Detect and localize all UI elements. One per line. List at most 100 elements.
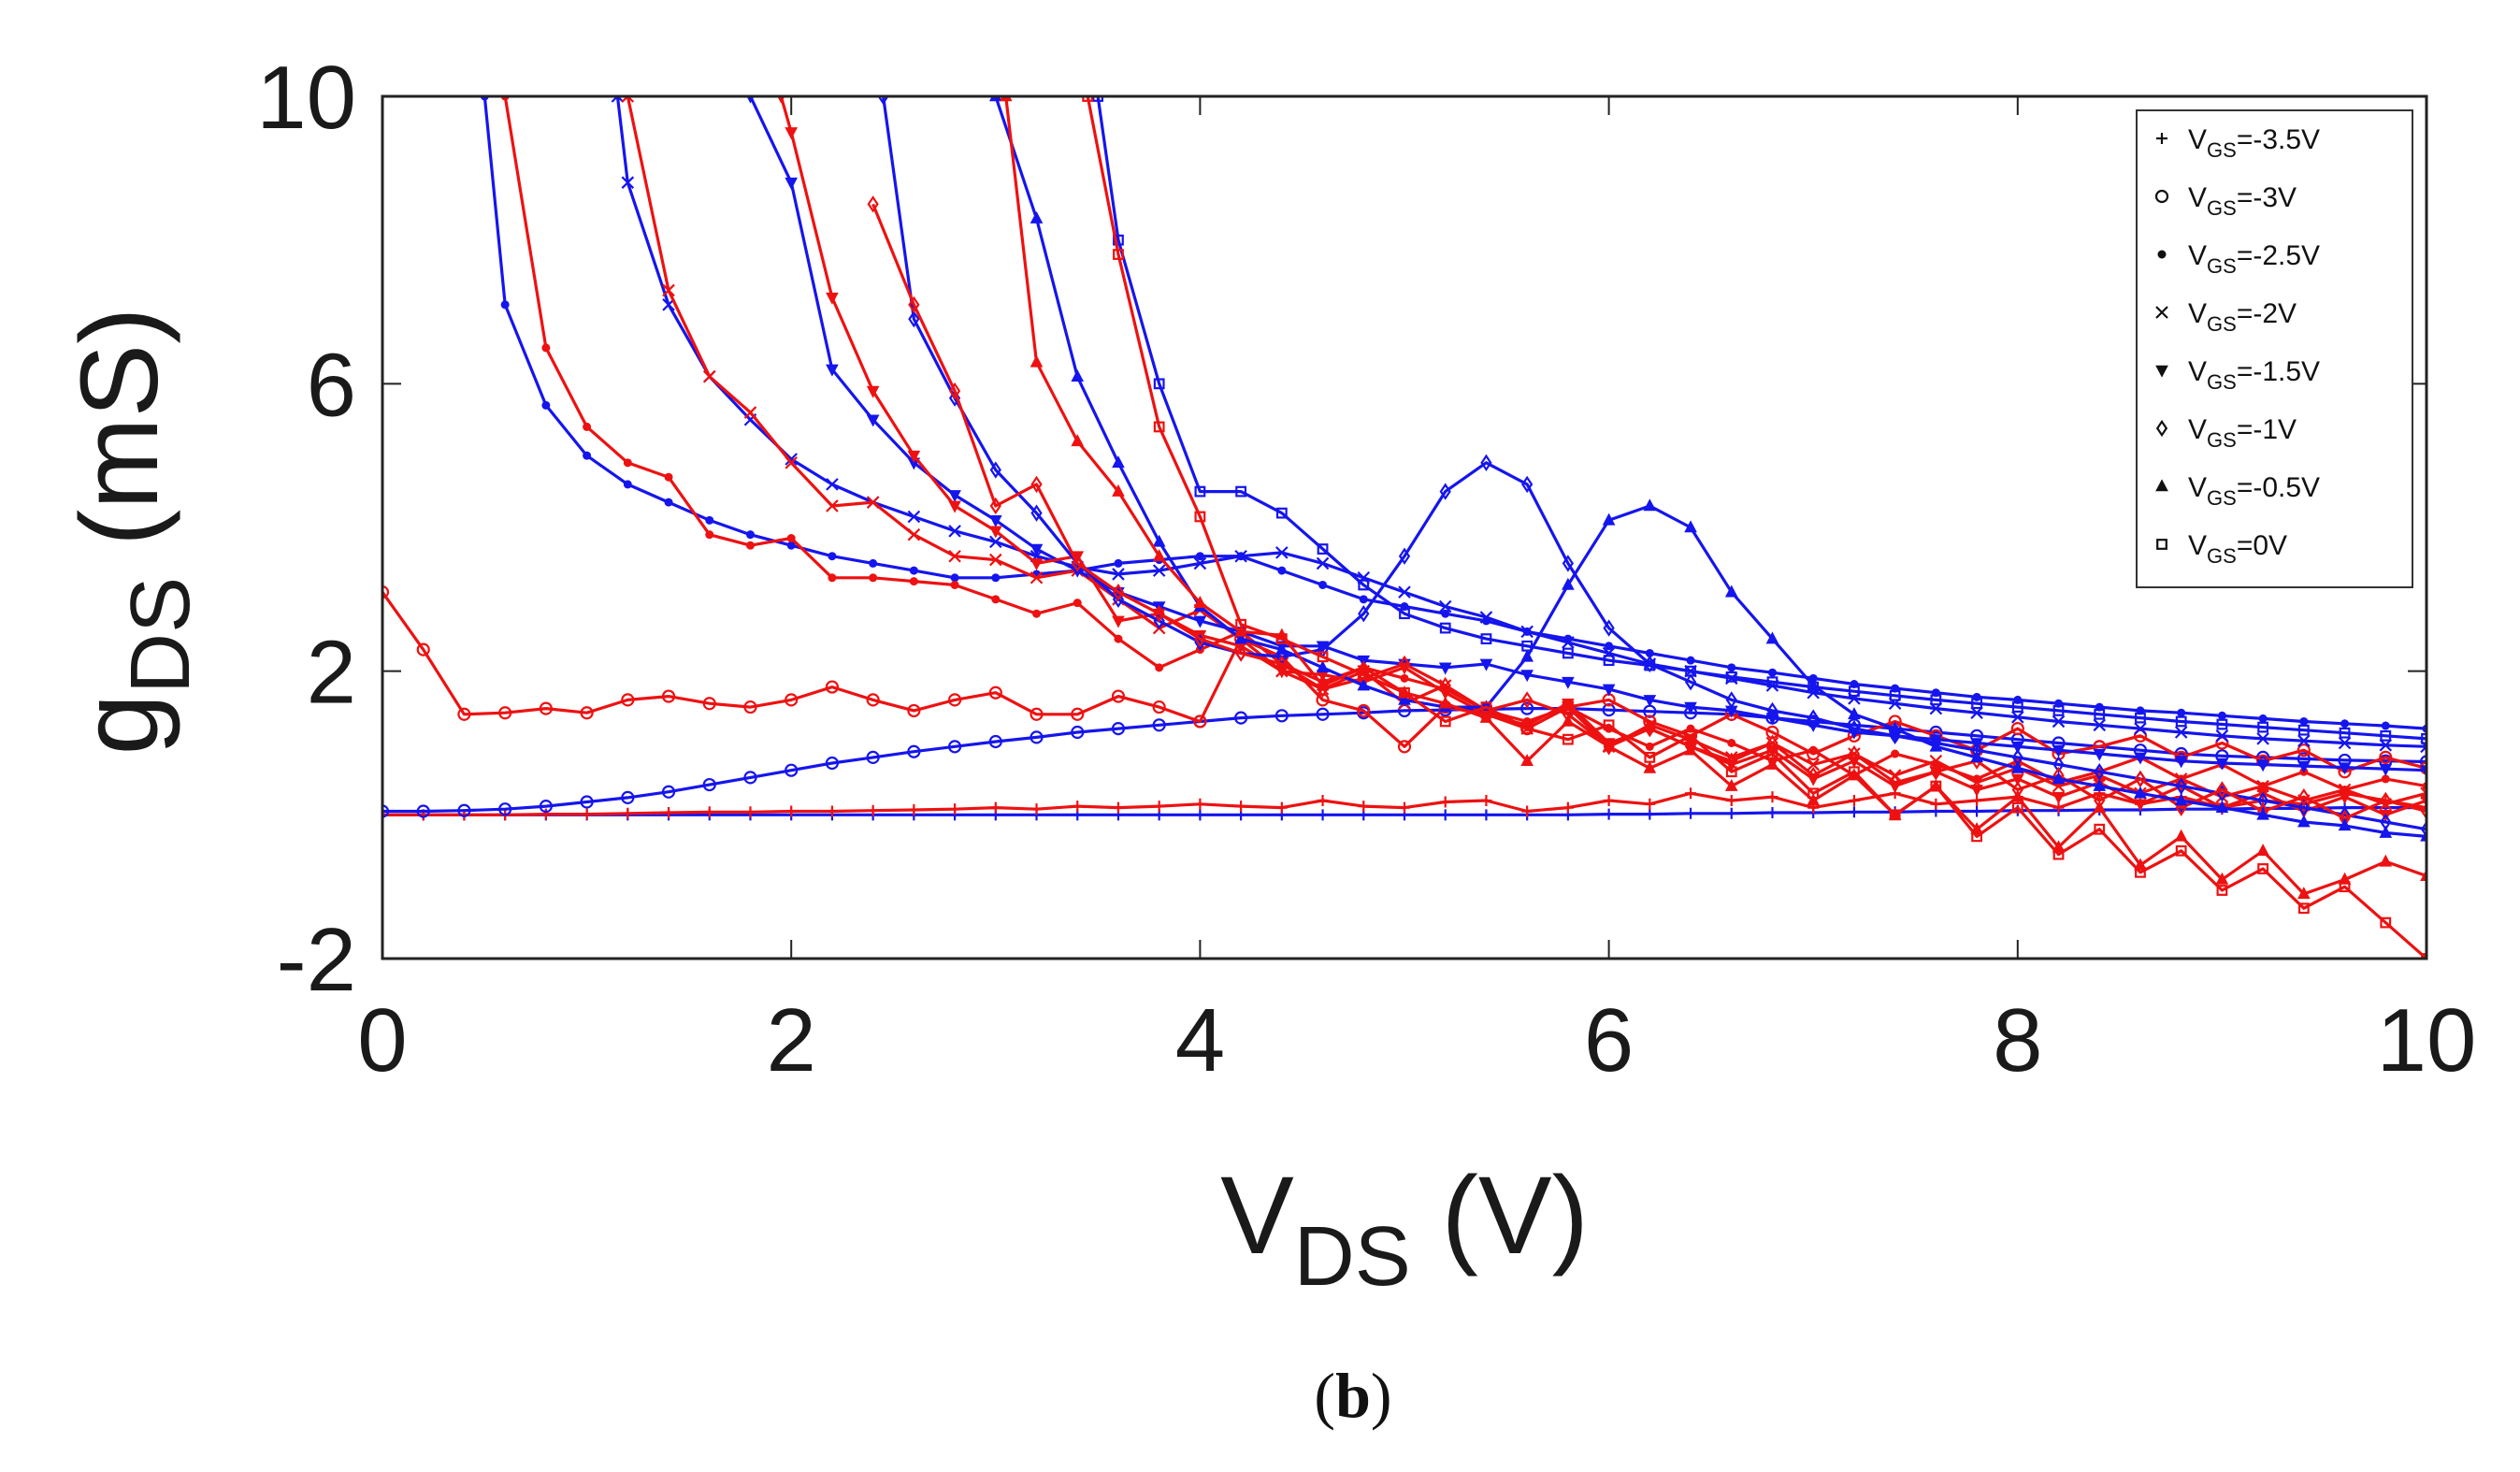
data-point — [622, 807, 634, 819]
data-point — [1643, 498, 1657, 512]
data-point — [1520, 649, 1534, 662]
series-line — [382, 591, 2426, 773]
data-point — [1929, 754, 1943, 768]
data-point — [1072, 555, 1084, 572]
data-point — [539, 800, 553, 814]
y-tick-label: 6 — [307, 335, 356, 435]
data-point — [1194, 798, 1206, 810]
data-point — [1562, 733, 1574, 745]
data-point — [2258, 714, 2268, 723]
data-point — [1439, 715, 1451, 728]
data-point — [1317, 651, 1329, 663]
data-point — [866, 414, 880, 427]
data-point — [1766, 791, 1778, 803]
data-point — [1643, 695, 1657, 708]
data-point — [1970, 706, 1983, 720]
y-axis-label-main: g — [58, 694, 181, 756]
data-point — [1971, 830, 1982, 843]
data-point — [2419, 755, 2426, 769]
data-point — [1274, 709, 1289, 723]
data-point — [826, 292, 839, 305]
data-point — [1849, 766, 1860, 778]
data-point — [1725, 794, 1737, 806]
data-point — [702, 697, 716, 711]
data-point — [2381, 774, 2390, 784]
data-point — [1195, 552, 1204, 561]
data-point — [1194, 809, 1206, 821]
data-point — [457, 803, 471, 817]
data-point — [1317, 794, 1329, 806]
data-point — [1030, 707, 1044, 721]
data-point — [1891, 749, 1900, 758]
data-point — [2338, 791, 2352, 804]
data-point — [702, 369, 716, 383]
data-point — [828, 552, 837, 561]
data-point — [2216, 718, 2228, 730]
data-point — [2297, 815, 2311, 828]
y-tick-label: 10 — [256, 48, 356, 148]
data-point — [1234, 549, 1247, 563]
data-point — [1153, 378, 1165, 390]
data-point — [1152, 700, 1166, 714]
data-point — [382, 585, 390, 599]
series-line — [779, 96, 2426, 816]
data-point — [2094, 823, 2106, 835]
data-point — [1603, 655, 1615, 667]
series-red-square — [1082, 96, 2426, 959]
data-point — [743, 771, 757, 785]
series-line — [1096, 96, 2426, 741]
data-point — [1275, 801, 1288, 814]
data-point — [1316, 556, 1330, 570]
legend-box — [2136, 109, 2413, 588]
data-point — [1441, 609, 1450, 618]
data-point — [1112, 455, 1125, 469]
data-point — [1398, 655, 1411, 673]
data-point — [2177, 708, 2186, 717]
data-point — [1562, 577, 1575, 590]
data-point — [2011, 801, 2023, 814]
data-point — [1725, 671, 1737, 683]
data-point — [2379, 825, 2393, 838]
legend-label: VGS=-3.5V — [2188, 124, 2320, 162]
data-point — [1807, 681, 1820, 693]
data-point — [2297, 799, 2310, 816]
data-point — [2133, 729, 2148, 743]
data-point — [2134, 770, 2147, 788]
data-point — [1562, 714, 1575, 727]
data-point — [1152, 534, 1166, 547]
data-point — [1643, 760, 1657, 773]
data-point — [1766, 701, 1778, 720]
series-line — [749, 96, 2426, 772]
data-point — [1438, 696, 1452, 709]
data-point — [1193, 556, 1207, 570]
data-point — [947, 693, 962, 707]
data-point — [1030, 210, 1044, 224]
data-point — [1358, 801, 1370, 813]
data-point — [869, 573, 878, 583]
data-point — [457, 707, 471, 721]
data-point — [1521, 691, 1534, 709]
data-point — [869, 558, 878, 568]
data-point — [1603, 719, 1615, 731]
legend-label: VGS=-2V — [2188, 298, 2297, 336]
data-point — [1521, 805, 1534, 817]
data-point — [705, 515, 714, 525]
data-point — [1030, 543, 1044, 556]
data-point — [1030, 730, 1044, 744]
data-point — [785, 456, 798, 469]
data-point — [1316, 707, 1330, 721]
data-point — [2134, 786, 2147, 799]
data-point — [1849, 685, 1860, 698]
data-point — [1152, 549, 1166, 562]
legend-label: VGS=-2.5V — [2188, 240, 2320, 278]
data-point — [2010, 773, 2024, 787]
data-point — [1724, 584, 1738, 598]
data-point — [2093, 800, 2107, 813]
data-point — [826, 364, 839, 377]
data-point — [1071, 707, 1085, 721]
data-point — [621, 790, 635, 804]
data-point — [2094, 708, 2106, 720]
data-point — [2420, 820, 2426, 838]
data-point — [991, 573, 1001, 583]
data-point — [2052, 756, 2065, 773]
